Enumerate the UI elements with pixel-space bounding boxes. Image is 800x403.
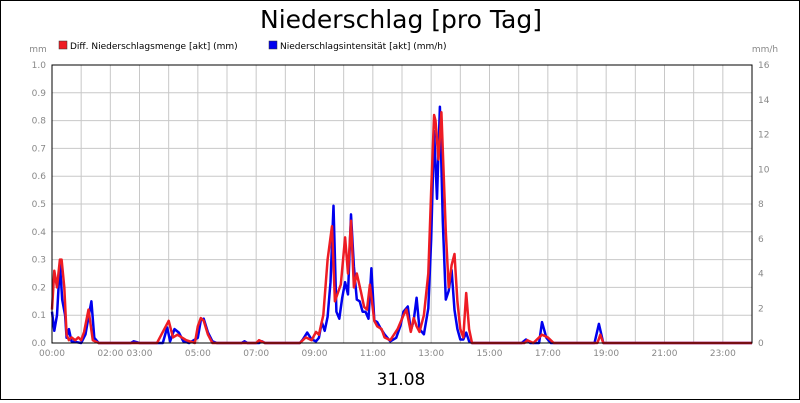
y-right-unit: mm/h bbox=[752, 45, 778, 55]
y-left-tick-label: 0.8 bbox=[32, 117, 47, 127]
x-tick-label: 15:00 bbox=[477, 349, 503, 359]
y-right-tick-label: 8 bbox=[758, 200, 764, 210]
x-tick-label: 05:00 bbox=[185, 349, 211, 359]
y-left-tick-labels: 0.0 0.1 0.2 0.3 0.4 0.5 0.6 0.7 0.8 0.9 1.0 bbox=[32, 61, 47, 349]
date-label: 31.08 bbox=[377, 370, 426, 390]
x-tick-label: 11:00 bbox=[360, 349, 386, 359]
y-left-tick-label: 0.0 bbox=[32, 339, 47, 349]
y-right-tick-label: 6 bbox=[758, 235, 764, 245]
y-right-tick-labels: 0 2 4 6 8 10 12 14 16 bbox=[758, 61, 770, 349]
x-tick-label: 00:00 bbox=[39, 349, 65, 359]
y-left-tick-label: 1.0 bbox=[32, 61, 47, 71]
legend-swatch-blue bbox=[268, 40, 278, 50]
chart-title: Niederschlag [pro Tag] bbox=[260, 5, 542, 34]
y-left-tick-label: 0.5 bbox=[32, 200, 46, 210]
y-right-tick-label: 16 bbox=[758, 61, 770, 71]
y-right-tick-label: 4 bbox=[758, 270, 764, 280]
y-left-unit: mm bbox=[29, 45, 47, 55]
x-tick-label: 09:00 bbox=[302, 349, 328, 359]
y-right-tick-label: 10 bbox=[758, 165, 770, 175]
legend-label-series-1: Diff. Niederschlagsmenge [akt] (mm) bbox=[70, 42, 238, 52]
y-left-tick-label: 0.7 bbox=[32, 144, 46, 154]
plot-area-border bbox=[51, 64, 753, 344]
y-right-tick-label: 2 bbox=[758, 304, 764, 314]
x-tick-label: 07:00 bbox=[243, 349, 269, 359]
x-tick-label: 19:00 bbox=[593, 349, 619, 359]
x-tick-labels: 00:00 02:00 03:00 05:00 07:00 09:00 11:00 13:00… bbox=[39, 349, 736, 359]
x-tick-label: 23:00 bbox=[710, 349, 736, 359]
y-right-tick-label: 0 bbox=[758, 339, 764, 349]
x-tick-label: 13:00 bbox=[418, 349, 444, 359]
y-left-tick-label: 0.9 bbox=[32, 89, 47, 99]
y-left-tick-label: 0.3 bbox=[32, 256, 46, 266]
legend-label-series-2: Niederschlagsintensität [akt] (mm/h) bbox=[280, 42, 447, 52]
x-tick-label: 21:00 bbox=[652, 349, 678, 359]
legend: Diff. Niederschlagsmenge [akt] (mm) Nied… bbox=[58, 40, 447, 52]
x-tick-label: 03:00 bbox=[127, 349, 153, 359]
legend-swatch-red bbox=[58, 40, 68, 50]
x-tick-label: 02:00 bbox=[97, 349, 123, 359]
x-tick-label: 17:00 bbox=[535, 349, 561, 359]
y-left-tick-label: 0.2 bbox=[32, 283, 46, 293]
y-right-tick-label: 14 bbox=[758, 96, 770, 106]
gridlines bbox=[51, 64, 753, 344]
y-left-tick-label: 0.1 bbox=[32, 311, 46, 321]
y-left-tick-label: 0.4 bbox=[32, 228, 47, 238]
y-right-tick-label: 12 bbox=[758, 131, 769, 141]
y-left-tick-label: 0.6 bbox=[32, 172, 47, 182]
